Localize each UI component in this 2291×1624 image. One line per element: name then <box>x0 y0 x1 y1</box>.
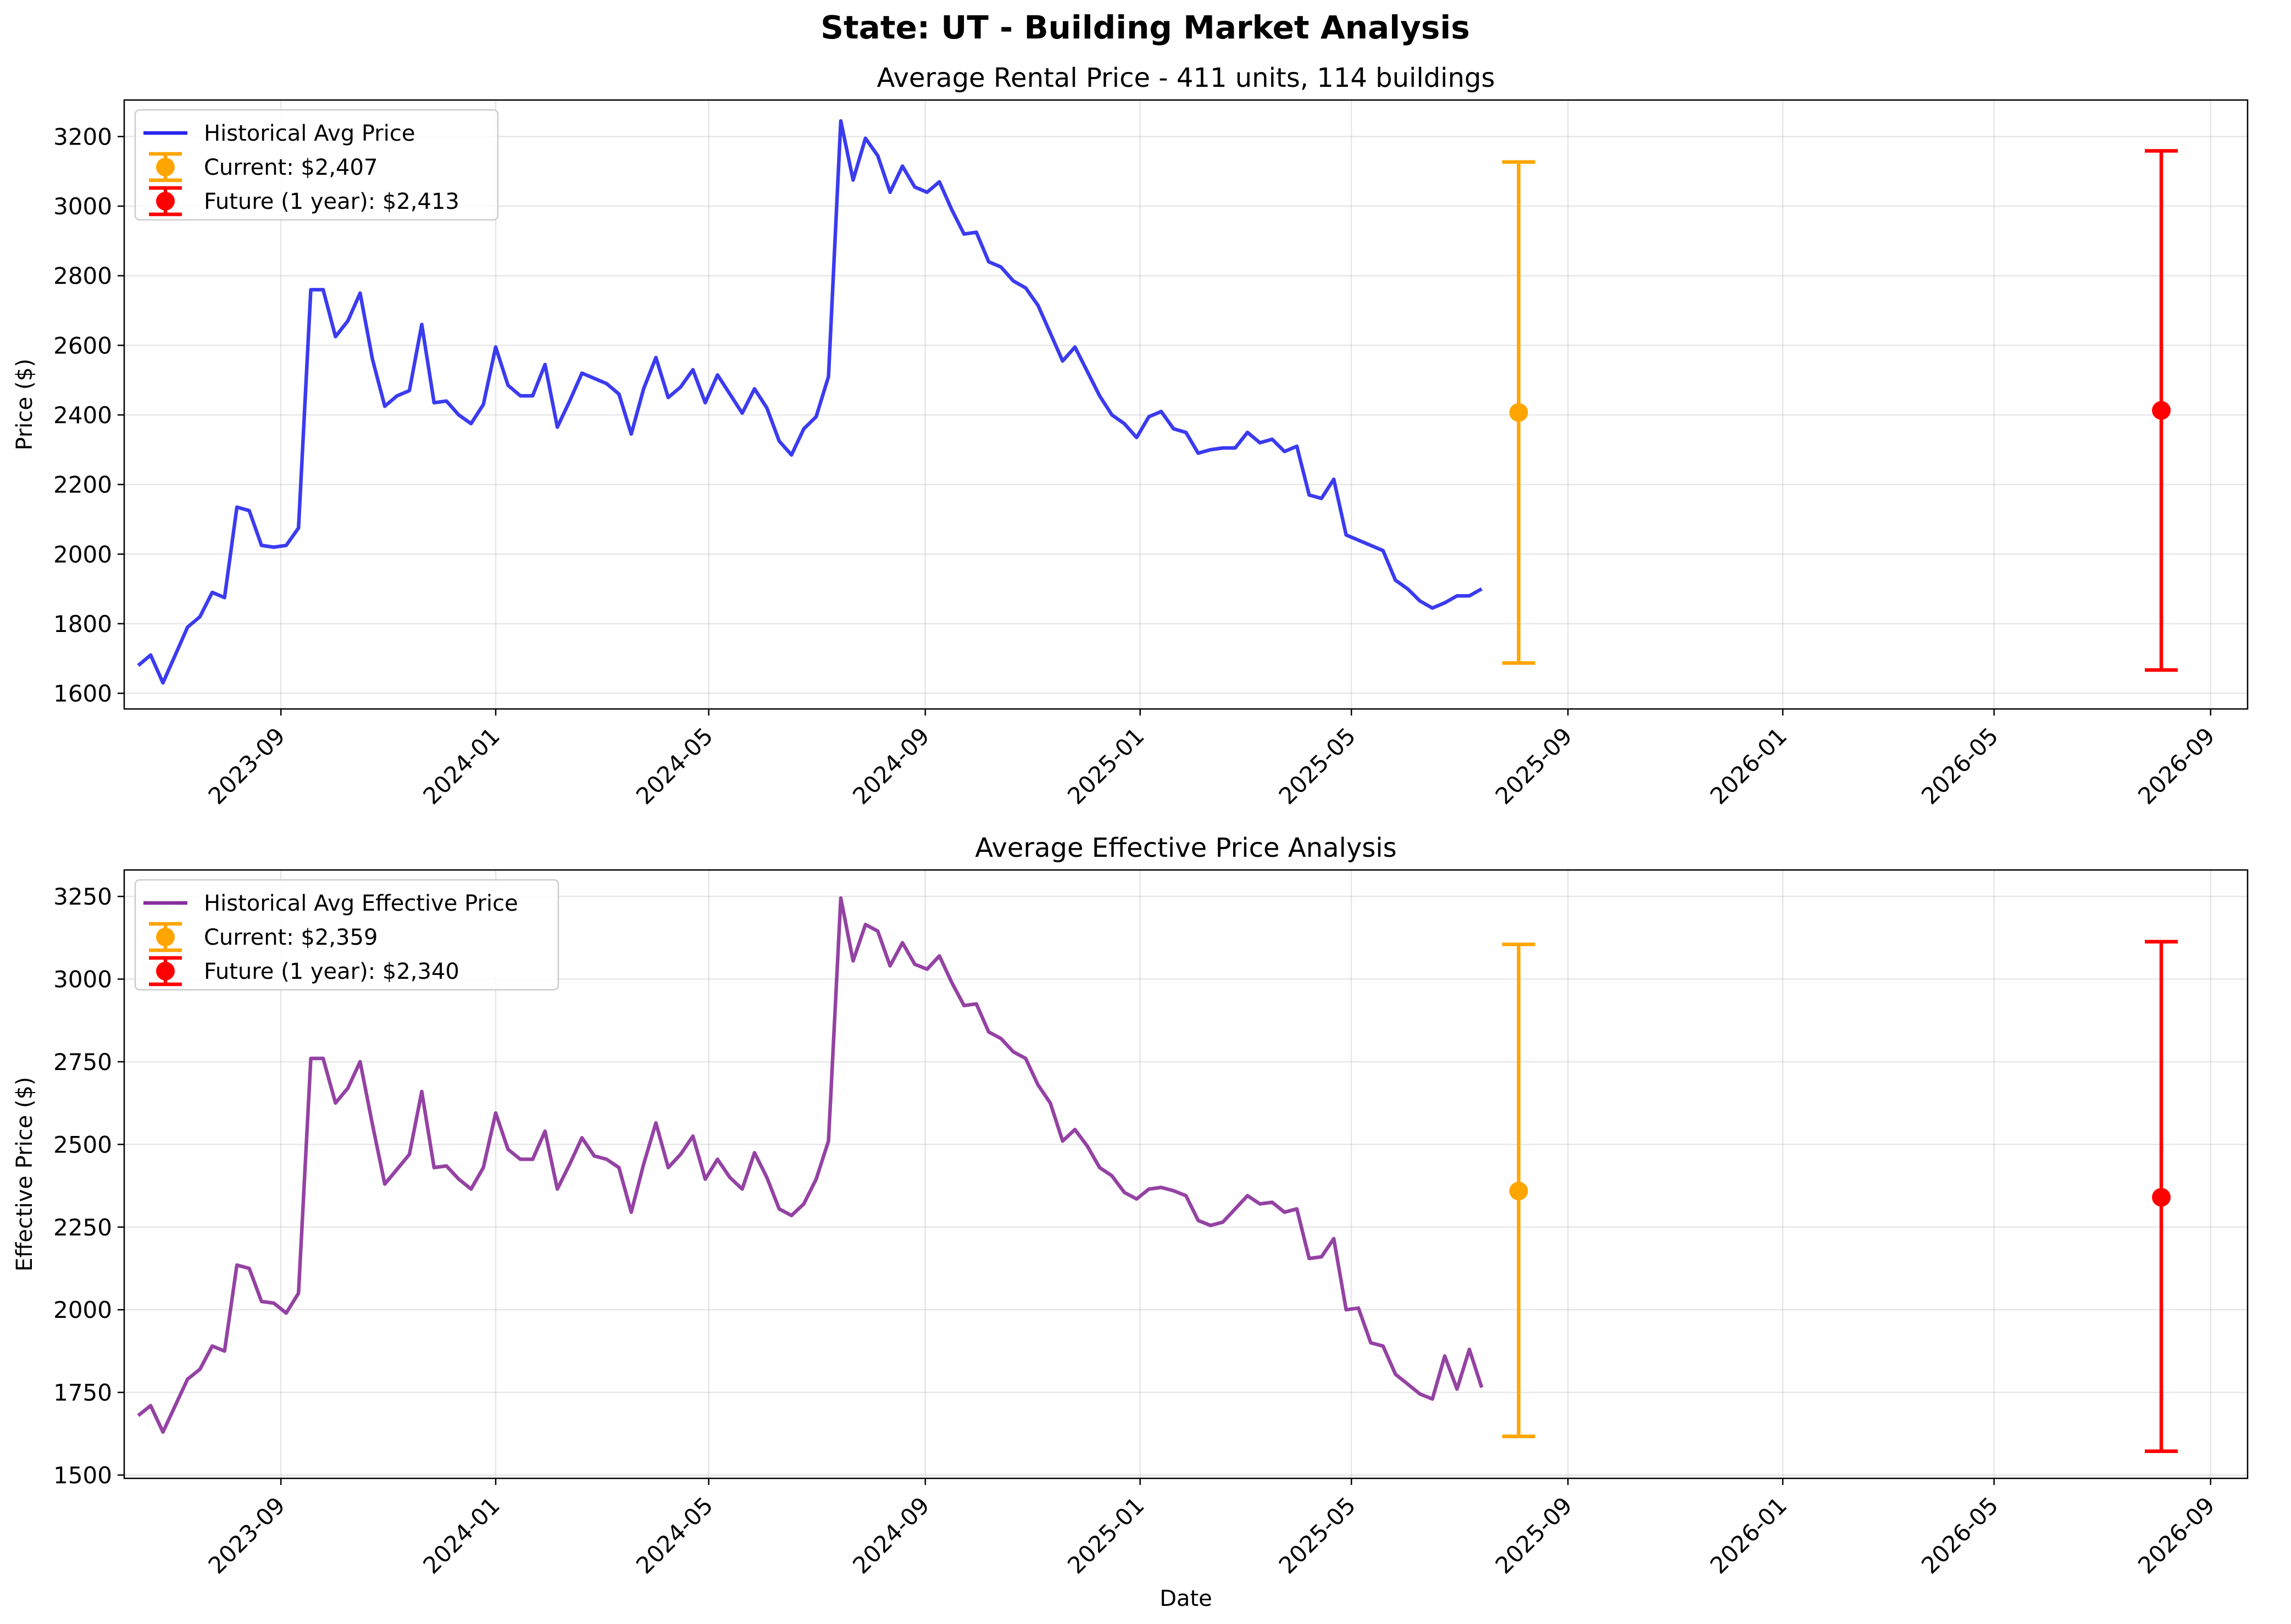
chart-title: Average Effective Price Analysis <box>975 833 1396 863</box>
legend-future-label: Future (1 year): $2,340 <box>204 959 459 984</box>
y-axis-label: Effective Price ($) <box>12 1077 37 1271</box>
legend-frame <box>134 109 499 221</box>
legend-current-swatch <box>149 922 182 952</box>
current-errorbar <box>1502 943 1535 1438</box>
y-tick-label: 2400 <box>53 402 112 429</box>
axes-frame <box>123 869 2249 1479</box>
y-tick-label: 1750 <box>53 1379 112 1406</box>
axes-frame <box>123 99 2249 710</box>
current-point <box>1509 403 1528 422</box>
y-axis-label: Price ($) <box>12 359 37 451</box>
chart-title: Average Rental Price - 411 units, 114 bu… <box>877 63 1495 93</box>
y-tick-label: 2000 <box>53 541 112 568</box>
y-tick-label: 2800 <box>53 263 112 290</box>
y-tick-label: 2000 <box>53 1296 112 1323</box>
y-tick-label: 2500 <box>53 1131 112 1158</box>
future-point <box>2152 401 2171 420</box>
y-tick-label: 2250 <box>53 1214 112 1241</box>
legend-future-swatch <box>149 956 182 986</box>
legend-future-swatch <box>149 186 182 217</box>
series-line <box>137 119 1483 685</box>
y-tick-label: 1800 <box>53 611 112 638</box>
y-tick-label: 2200 <box>53 472 112 498</box>
legend-current-label: Current: $2,407 <box>204 155 378 180</box>
legend-current-label: Current: $2,359 <box>204 925 378 950</box>
future-point <box>2152 1188 2171 1207</box>
future-errorbar <box>2145 940 2178 1453</box>
figure-suptitle: State: UT - Building Market Analysis <box>820 9 1470 46</box>
legend: Historical Avg Price Current: $2,407 Futur… <box>134 109 499 221</box>
y-tick-label: 3200 <box>53 123 112 150</box>
legend-series-label: Historical Avg Effective Price <box>204 891 518 916</box>
y-tick-label: 3250 <box>53 883 112 910</box>
y-tick-label: 2600 <box>53 332 112 359</box>
y-tick-label: 1600 <box>53 680 112 707</box>
current-point <box>1509 1182 1528 1201</box>
y-tick-label: 2750 <box>53 1049 112 1076</box>
legend-current-swatch <box>149 152 182 182</box>
current-errorbar <box>1502 160 1535 665</box>
y-tick-label: 3000 <box>53 966 112 993</box>
legend-series-label: Historical Avg Price <box>204 121 415 146</box>
legend-frame <box>134 879 559 991</box>
x-axis-label: Date <box>1160 1586 1212 1611</box>
future-errorbar <box>2145 149 2178 672</box>
legend-future-label: Future (1 year): $2,413 <box>204 189 459 214</box>
legend: Historical Avg Effective Price Current: $… <box>134 879 559 991</box>
y-tick-label: 3000 <box>53 193 112 220</box>
series-line <box>137 896 1484 1434</box>
y-tick-label: 1500 <box>53 1462 112 1489</box>
